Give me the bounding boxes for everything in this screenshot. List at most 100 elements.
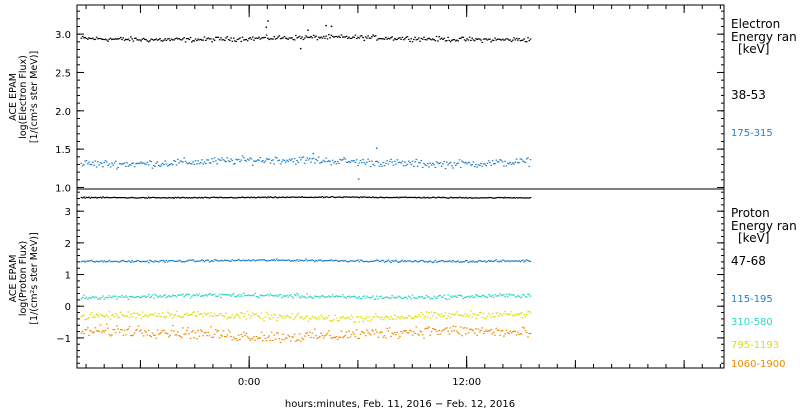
data-point [248,337,250,339]
data-point [517,295,519,297]
data-point [236,38,239,41]
data-point [310,296,312,298]
data-point [106,261,108,263]
data-point [524,41,527,43]
data-point [344,317,347,320]
data-point [106,296,108,298]
data-point [457,40,459,42]
data-point [319,162,321,164]
data-point [414,315,416,317]
data-point [87,163,89,165]
data-point [149,296,151,299]
data-point [139,313,141,315]
data-point [234,316,236,318]
data-point [309,196,311,198]
data-point [211,336,213,339]
data-point [335,35,338,38]
data-point [298,196,301,198]
data-point [446,261,448,263]
data-point [232,260,235,262]
data-point [154,293,156,295]
data-point [406,317,409,319]
data-point [363,39,366,41]
data-point [279,38,282,40]
data-point [401,160,404,162]
data-point [452,325,454,327]
data-point [132,296,135,299]
data-point [487,259,490,262]
data-point [325,35,328,37]
data-point [329,260,331,262]
data-point [381,316,383,318]
data-point [260,37,263,39]
data-point [480,260,482,262]
data-point [340,34,343,36]
data-point [178,197,180,199]
data-point [435,261,438,263]
data-point [84,261,86,263]
data-point [339,295,341,297]
data-point [262,37,264,39]
data-point [407,260,410,262]
data-point [486,39,489,41]
data-point [430,297,433,299]
data-point [126,39,128,41]
data-point [491,197,494,199]
data-point [158,164,160,166]
data-point [227,160,230,162]
data-point [163,260,165,262]
data-point [180,336,183,338]
data-point [387,163,390,165]
data-point [471,164,473,166]
data-point [249,37,251,39]
data-point [482,197,485,199]
data-point [243,331,245,333]
data-point [348,295,350,297]
data-point [205,163,207,165]
data-point [374,196,377,198]
data-point [250,196,253,198]
data-point [345,161,348,163]
proton-series-310-580 [80,292,532,301]
data-point [355,329,358,331]
data-point [133,261,136,263]
data-point [354,321,357,323]
data-point [400,331,402,333]
data-point [449,161,452,163]
data-point [92,332,94,334]
data-point [391,36,393,38]
data-point [325,196,328,198]
data-point [232,37,235,39]
data-point [93,297,95,299]
data-point [184,333,187,335]
data-point [99,313,102,315]
data-point [300,159,302,161]
data-point [155,315,158,317]
data-point [264,196,267,198]
data-point [180,197,183,199]
data-point [367,158,369,160]
data-point [480,296,482,298]
data-point [297,36,300,38]
proton-ytick-label: 1 [65,271,71,282]
data-point [380,196,382,198]
data-point [461,335,463,337]
data-point [342,197,344,199]
data-point [180,261,183,263]
data-point [487,38,490,40]
data-point [362,320,364,322]
data-point [245,318,248,320]
data-point [257,315,259,317]
data-point [132,162,135,164]
data-point [81,35,84,38]
data-point [133,332,136,334]
data-point [137,295,140,298]
data-point [259,316,262,319]
data-point [448,312,451,314]
data-point [237,38,240,40]
data-point [385,162,387,164]
data-point [448,260,451,262]
data-point [174,334,177,336]
data-point [147,164,150,166]
